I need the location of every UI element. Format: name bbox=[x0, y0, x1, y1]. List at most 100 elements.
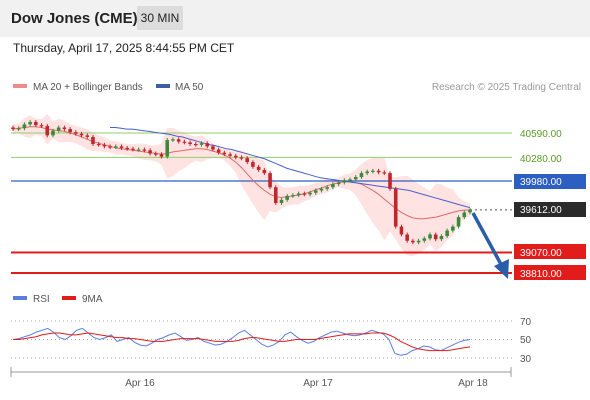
candle-body bbox=[365, 171, 369, 174]
candle-body bbox=[165, 140, 170, 157]
candle-body bbox=[108, 146, 112, 148]
candle-body bbox=[159, 154, 164, 157]
x-tick-apr18: Apr 18 bbox=[458, 378, 488, 389]
forecast-arrow bbox=[471, 212, 509, 279]
price-label-40590: 40590.00 bbox=[520, 129, 562, 140]
candle-body bbox=[359, 173, 364, 178]
candle-body bbox=[154, 153, 158, 155]
header-bar: Dow Jones (CME) 30 MIN bbox=[0, 0, 590, 37]
candle-body bbox=[199, 143, 204, 145]
candle-body bbox=[176, 139, 181, 142]
candle-body bbox=[142, 149, 147, 151]
candle-body bbox=[125, 147, 130, 150]
candle-body bbox=[291, 195, 295, 197]
candle-body bbox=[211, 146, 215, 150]
rsi-lines bbox=[12, 327, 471, 356]
price-label-39612: 39612.00 bbox=[514, 202, 586, 217]
candle-body bbox=[439, 236, 444, 240]
x-tick-apr16: Apr 16 bbox=[125, 378, 155, 389]
candle-body bbox=[233, 155, 238, 158]
candle-body bbox=[302, 193, 307, 195]
ma20-legend-label: MA 20 + Bollinger Bands bbox=[33, 82, 143, 93]
candle-body bbox=[445, 230, 449, 237]
rsi-tick-50: 50 bbox=[520, 335, 532, 346]
candle-body bbox=[194, 144, 198, 146]
candle-body bbox=[188, 142, 192, 145]
candle-body bbox=[296, 193, 301, 196]
candle-body bbox=[11, 127, 15, 130]
price-label-39980: 39980.00 bbox=[514, 174, 586, 189]
candle-body bbox=[319, 188, 324, 191]
candle-body bbox=[416, 240, 421, 243]
candle-body bbox=[428, 234, 432, 239]
candle-body bbox=[371, 170, 375, 172]
candle-body bbox=[68, 129, 72, 133]
candle-body bbox=[336, 182, 341, 185]
candle-body bbox=[462, 212, 467, 218]
candle-body bbox=[399, 226, 404, 235]
candle-body bbox=[239, 157, 244, 159]
candle-body bbox=[171, 139, 175, 141]
candle-body bbox=[456, 217, 461, 227]
svg-text:40280.00: 40280.00 bbox=[520, 154, 562, 165]
candle-body bbox=[102, 144, 107, 147]
candle-body bbox=[313, 190, 318, 193]
candle-body bbox=[325, 187, 329, 189]
instrument-title: Dow Jones (CME) bbox=[11, 10, 138, 27]
svg-text:39980.00: 39980.00 bbox=[520, 177, 562, 188]
candle-body bbox=[279, 199, 284, 203]
candle-body bbox=[62, 127, 67, 130]
candle-body bbox=[228, 154, 232, 156]
svg-text:39612.00: 39612.00 bbox=[520, 205, 562, 216]
candle-body bbox=[256, 166, 261, 170]
svg-text:38810.00: 38810.00 bbox=[520, 269, 562, 280]
moving-averages bbox=[12, 126, 471, 220]
rsi-ma-legend-label: 9MA bbox=[82, 294, 103, 305]
candle-body bbox=[262, 169, 267, 174]
candle-body bbox=[331, 184, 335, 188]
candle-body bbox=[148, 150, 152, 154]
credit-text: Research © 2025 Trading Central bbox=[432, 82, 581, 93]
candle-body bbox=[56, 127, 61, 131]
ma50-line bbox=[110, 127, 471, 209]
rsi-legend-label: RSI bbox=[33, 294, 50, 305]
candle-body bbox=[96, 144, 101, 146]
candle-body bbox=[34, 121, 38, 126]
price-levels bbox=[11, 132, 512, 274]
candle-body bbox=[376, 170, 381, 173]
candle-body bbox=[222, 152, 227, 155]
candle-body bbox=[28, 121, 32, 125]
svg-text:40590.00: 40590.00 bbox=[520, 129, 562, 140]
candle-body bbox=[131, 148, 135, 150]
candle-body bbox=[251, 162, 255, 167]
timeframe-button[interactable]: 30 MIN bbox=[137, 6, 183, 30]
price-label-39070: 39070.00 bbox=[514, 244, 586, 259]
candle-body bbox=[39, 125, 44, 127]
candle-body bbox=[308, 192, 312, 195]
price-label-38810: 38810.00 bbox=[514, 265, 586, 280]
candle-body bbox=[388, 173, 392, 189]
candle-body bbox=[348, 179, 352, 181]
candle-body bbox=[451, 226, 455, 231]
candle-body bbox=[342, 180, 347, 183]
candle-body bbox=[79, 133, 84, 136]
candle-body bbox=[411, 240, 415, 243]
candle-body bbox=[433, 234, 438, 240]
candle-body bbox=[182, 141, 187, 143]
ma20-line bbox=[12, 126, 471, 220]
timestamp: Thursday, April 17, 2025 8:44:55 PM CET bbox=[13, 41, 235, 55]
rsi-tick-70: 70 bbox=[520, 317, 532, 328]
candle-body bbox=[468, 209, 472, 213]
candle-body bbox=[268, 173, 272, 188]
rsi-ma-line bbox=[13, 332, 471, 352]
rsi-gridlines bbox=[11, 320, 512, 359]
price-label-40280: 40280.00 bbox=[520, 154, 562, 165]
candle-body bbox=[22, 124, 27, 129]
candle-body bbox=[422, 238, 427, 241]
candles bbox=[11, 120, 472, 245]
candle-body bbox=[74, 132, 78, 134]
candle-body bbox=[353, 177, 358, 180]
candle-body bbox=[45, 125, 50, 136]
candle-body bbox=[245, 158, 250, 163]
